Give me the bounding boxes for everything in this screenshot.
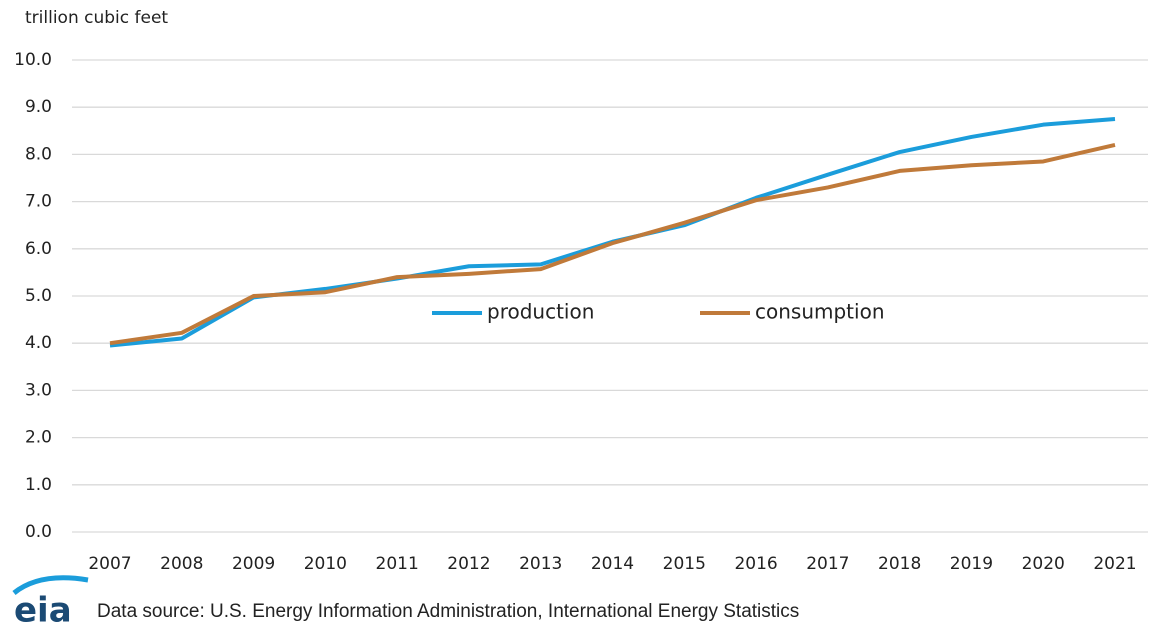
y-tick-label: 1.0 [25, 475, 52, 495]
y-tick-label: 3.0 [25, 380, 52, 400]
x-tick-label: 2014 [591, 554, 634, 574]
y-tick-label: 7.0 [25, 192, 52, 212]
x-tick-label: 2019 [950, 554, 993, 574]
legend-label: consumption [755, 300, 885, 324]
logo: eia [14, 591, 72, 631]
y-tick-label: 9.0 [25, 97, 52, 117]
x-tick-label: 2009 [232, 554, 275, 574]
x-tick-label: 2020 [1022, 554, 1065, 574]
series-line [109, 143, 1116, 346]
y-axis-label: trillion cubic feet [25, 8, 168, 28]
x-tick-label: 2011 [376, 554, 419, 574]
x-tick-label: 2012 [447, 554, 490, 574]
x-tick-label: 2018 [878, 554, 921, 574]
x-tick-label: 2016 [734, 554, 777, 574]
x-tick-label: 2015 [663, 554, 706, 574]
x-tick-label: 2008 [160, 554, 203, 574]
x-tick-label: 2021 [1093, 554, 1136, 574]
y-tick-label: 5.0 [25, 286, 52, 306]
y-tick-label: 2.0 [25, 428, 52, 448]
x-tick-label: 2013 [519, 554, 562, 574]
logo-swoosh [12, 575, 89, 595]
series-line [109, 117, 1116, 348]
y-tick-label: 6.0 [25, 239, 52, 259]
source: Data source: U.S. Energy Information Adm… [97, 601, 799, 622]
y-tick-label: 4.0 [25, 333, 52, 353]
y-tick-label: 0.0 [25, 522, 52, 542]
x-tick-label: 2010 [304, 554, 347, 574]
x-tick-label: 2017 [806, 554, 849, 574]
x-tick-label: 2007 [88, 554, 131, 574]
legend-label: production [487, 300, 594, 324]
y-tick-label: 10.0 [14, 50, 52, 70]
y-tick-label: 8.0 [25, 144, 52, 164]
